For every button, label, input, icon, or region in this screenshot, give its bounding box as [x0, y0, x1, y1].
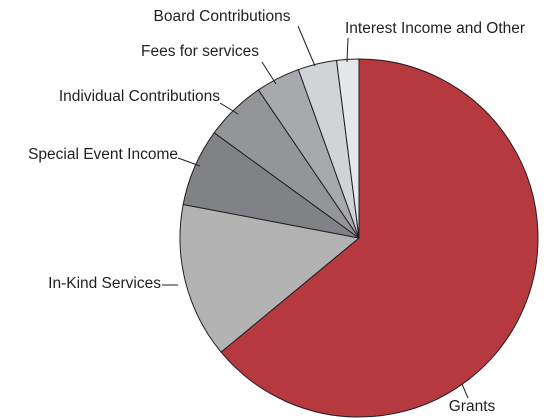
pie-slice	[336, 58, 360, 239]
slice-label: Board Contributions	[154, 8, 291, 25]
leader-line	[346, 37, 349, 63]
leader-line	[261, 61, 277, 85]
slice-label: Grants	[449, 398, 496, 415]
slice-label: Fees for services	[141, 43, 259, 60]
leader-line	[297, 25, 316, 67]
leader-line	[461, 383, 469, 399]
leader-line	[177, 157, 201, 167]
pie	[179, 58, 539, 418]
slice-label: Interest Income and Other	[345, 20, 525, 37]
slice-label: In-Kind Services	[48, 275, 161, 292]
slice-label: Individual Contributions	[59, 88, 220, 105]
pie-slice	[220, 58, 539, 418]
slice-label: Special Event Income	[28, 146, 178, 163]
leader-line	[219, 102, 239, 115]
pie-slice	[179, 203, 361, 353]
